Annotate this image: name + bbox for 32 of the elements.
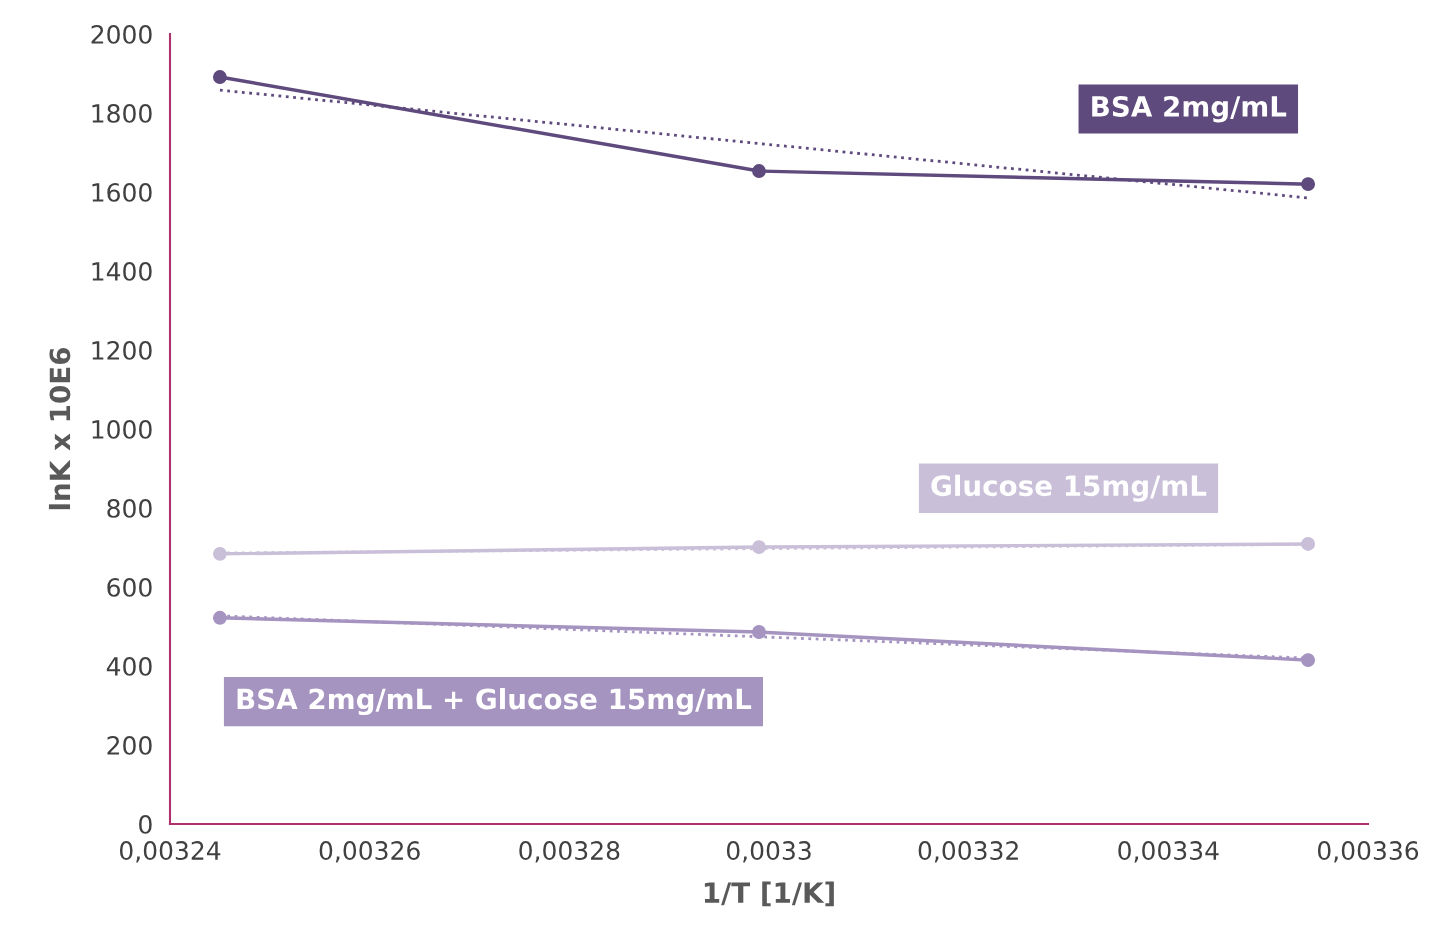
y-tick-label: 1800 bbox=[92, 103, 152, 123]
y-axis-title: lnK x 10E6 bbox=[48, 347, 71, 510]
y-tick-label: 200 bbox=[107, 735, 152, 755]
x-axis-title: 1/T [1/K] bbox=[704, 881, 834, 907]
point bbox=[212, 546, 227, 561]
text: BSA 2mg/mL bbox=[1092, 95, 1287, 123]
y-tick-label: 1400 bbox=[92, 261, 152, 281]
y-tick-label: 2000 bbox=[91, 24, 152, 44]
point bbox=[212, 610, 227, 625]
point bbox=[752, 540, 766, 555]
x-tick-label: 0,00334 bbox=[1118, 841, 1219, 863]
series-label: BSA 2mg/mL + Glucose 15mg/mL bbox=[237, 688, 752, 716]
x-tick-label: 0,00332 bbox=[918, 841, 1018, 863]
y-tick-label: 400 bbox=[106, 656, 152, 676]
x-tick-label: 0,00328 bbox=[519, 841, 620, 863]
point bbox=[1301, 536, 1316, 551]
x-tick-label: 0,00336 bbox=[1317, 841, 1419, 863]
series-label: Glucose 15mg/mL bbox=[931, 474, 1207, 502]
x-tick-label: 0,00326 bbox=[319, 841, 420, 863]
point bbox=[752, 625, 766, 639]
point bbox=[212, 70, 227, 85]
y-tick-label: 600 bbox=[107, 577, 152, 597]
y-tick-label: 1000 bbox=[92, 419, 152, 439]
y-tick-label: 0 bbox=[139, 814, 152, 834]
x-tick-label: 0,0033 bbox=[726, 841, 811, 863]
x-tick-label: 0,00324 bbox=[119, 841, 221, 863]
point bbox=[1301, 653, 1316, 668]
y-tick-label: 1200 bbox=[92, 340, 152, 360]
y-tick-label: 800 bbox=[107, 498, 152, 518]
point bbox=[1301, 177, 1316, 192]
point bbox=[752, 164, 766, 179]
y-tick-label: 1600 bbox=[92, 182, 152, 202]
